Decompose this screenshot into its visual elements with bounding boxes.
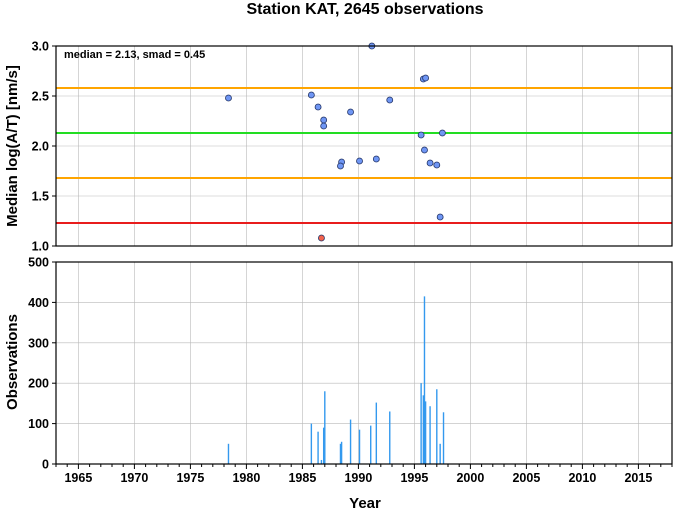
- scatter-point: [372, 155, 380, 163]
- top-y-tick-label: 2.5: [32, 90, 49, 104]
- scatter-point: [422, 74, 430, 82]
- x-tick-label: 2015: [624, 471, 652, 485]
- scatter-point: [320, 116, 328, 124]
- median-scatter-panel: 1.0 1.5 2.0 2.5 3.0 median = 2.13, smad = 0.4…: [32, 40, 673, 254]
- scatter-point: [433, 161, 441, 169]
- x-tick-label: 1965: [64, 471, 92, 485]
- x-tick-label: 2005: [512, 471, 540, 485]
- top-y-tick-label: 1.5: [32, 190, 49, 204]
- scatter-point: [320, 122, 328, 130]
- x-tick-label: 1970: [120, 471, 148, 485]
- scatter-point-outlier: [318, 234, 325, 242]
- chart-title: Station KAT, 2645 observations: [246, 1, 483, 18]
- top-y-tick-label: 3.0: [32, 40, 49, 54]
- bottom-y-tick-label: 0: [42, 458, 49, 472]
- scatter-point: [436, 213, 444, 221]
- bottom-plot-frame: [55, 261, 673, 465]
- x-tick-label: 2010: [568, 471, 596, 485]
- scatter-point: [225, 94, 232, 102]
- scatter-point: [421, 146, 428, 154]
- scatter-point: [337, 162, 344, 170]
- x-tick-label: 2000: [456, 471, 484, 485]
- top-y-axis-label: Median log(A/T) [nm/s]: [4, 65, 21, 227]
- bottom-y-tick-label: 400: [28, 296, 49, 310]
- x-tick-label: 1980: [232, 471, 260, 485]
- scatter-point: [426, 159, 434, 167]
- top-y-tick-label: 2.0: [32, 140, 49, 154]
- top-y-tick-label: 1.0: [32, 240, 49, 254]
- observations-bar-panel: 0 100 200 300 400 500 1965 1970 1975 1980 1985 1990…: [28, 256, 673, 485]
- scatter-point: [314, 103, 322, 111]
- x-tick-label: 1975: [176, 471, 204, 485]
- scatter-point: [307, 91, 315, 99]
- x-tick-label: 1995: [400, 471, 428, 485]
- x-axis-label: Year: [349, 495, 381, 511]
- scatter-point: [417, 131, 425, 139]
- median-smad-annotation: median = 2.13, smad = 0.45: [64, 49, 205, 61]
- x-tick-label: 1985: [288, 471, 316, 485]
- scatter-point: [347, 108, 354, 116]
- bottom-y-tick-label: 100: [28, 417, 49, 431]
- bottom-y-tick-label: 200: [28, 377, 49, 391]
- scatter-point: [438, 129, 446, 137]
- scatter-point: [356, 157, 363, 165]
- scatter-point: [386, 96, 394, 104]
- bottom-y-tick-label: 300: [28, 336, 49, 350]
- bottom-y-axis-label: Observations: [4, 314, 21, 410]
- x-tick-label: 1990: [344, 471, 372, 485]
- bottom-y-tick-label: 500: [28, 256, 49, 270]
